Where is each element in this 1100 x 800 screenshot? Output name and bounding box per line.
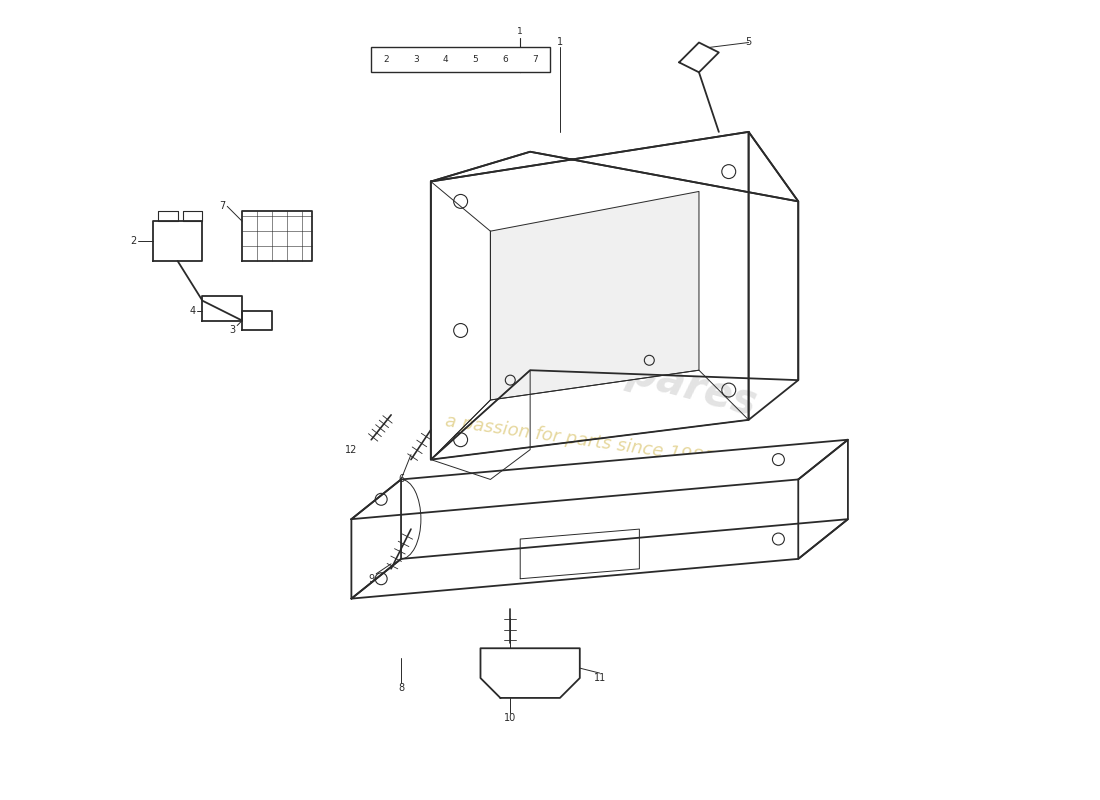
Text: 4: 4 [443,55,449,64]
Text: 2: 2 [383,55,389,64]
Text: 3: 3 [229,326,235,335]
Text: eurospäres: eurospäres [497,316,762,425]
Text: 11: 11 [594,673,606,683]
Text: 5: 5 [746,38,751,47]
Text: 1: 1 [557,38,563,47]
Text: 5: 5 [473,55,478,64]
Text: 9: 9 [368,574,374,584]
Text: a passion for parts since 1985: a passion for parts since 1985 [444,412,716,467]
Text: 6: 6 [503,55,508,64]
Text: 7: 7 [219,202,225,211]
Polygon shape [491,191,698,400]
Text: 3: 3 [414,55,419,64]
Text: 1: 1 [517,26,524,35]
Text: 4: 4 [189,306,196,316]
Text: 6: 6 [398,474,404,485]
Text: 12: 12 [345,445,358,454]
Text: 8: 8 [398,683,404,693]
Polygon shape [351,440,848,519]
Text: 2: 2 [130,236,136,246]
Bar [372,47,550,72]
Text: 7: 7 [532,55,538,64]
Text: 10: 10 [504,713,516,722]
